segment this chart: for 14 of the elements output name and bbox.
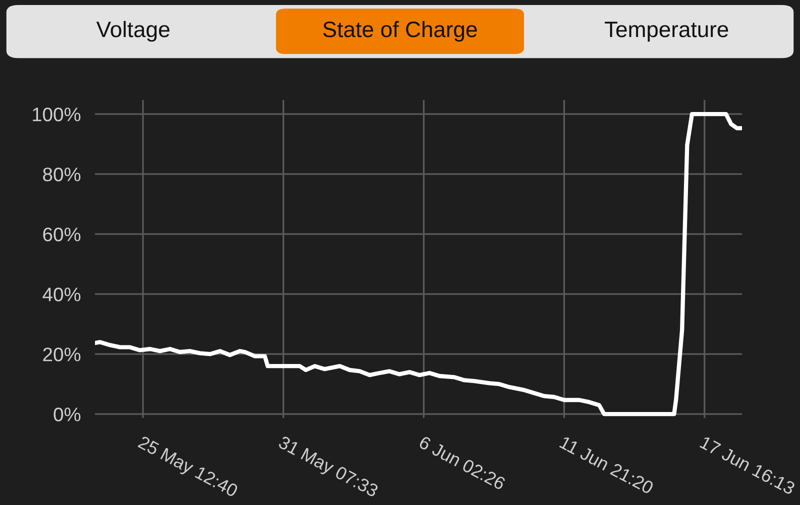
text: State of Charge <box>323 20 477 42</box>
y-tick-label: 20% <box>43 348 80 362</box>
y-tick-label: 60% <box>43 228 80 242</box>
y-tick-label: 0% <box>54 408 80 422</box>
y-tick-label: 40% <box>42 288 80 302</box>
text: Voltage <box>96 20 170 42</box>
x-tick-label: 25 May 12:40 <box>136 436 239 501</box>
text: Temperature <box>604 22 728 42</box>
x-tick-label: 6 Jun 02:26 <box>418 436 506 490</box>
x-tick-label: 31 May 07:33 <box>276 435 380 501</box>
y-tick-label: 100% <box>32 108 80 122</box>
x-tick-label: 11 Jun 21:20 <box>559 436 654 494</box>
x-tick-label: 17 Jun 16:13 <box>700 436 796 496</box>
y-tick-label: 80% <box>43 168 80 182</box>
